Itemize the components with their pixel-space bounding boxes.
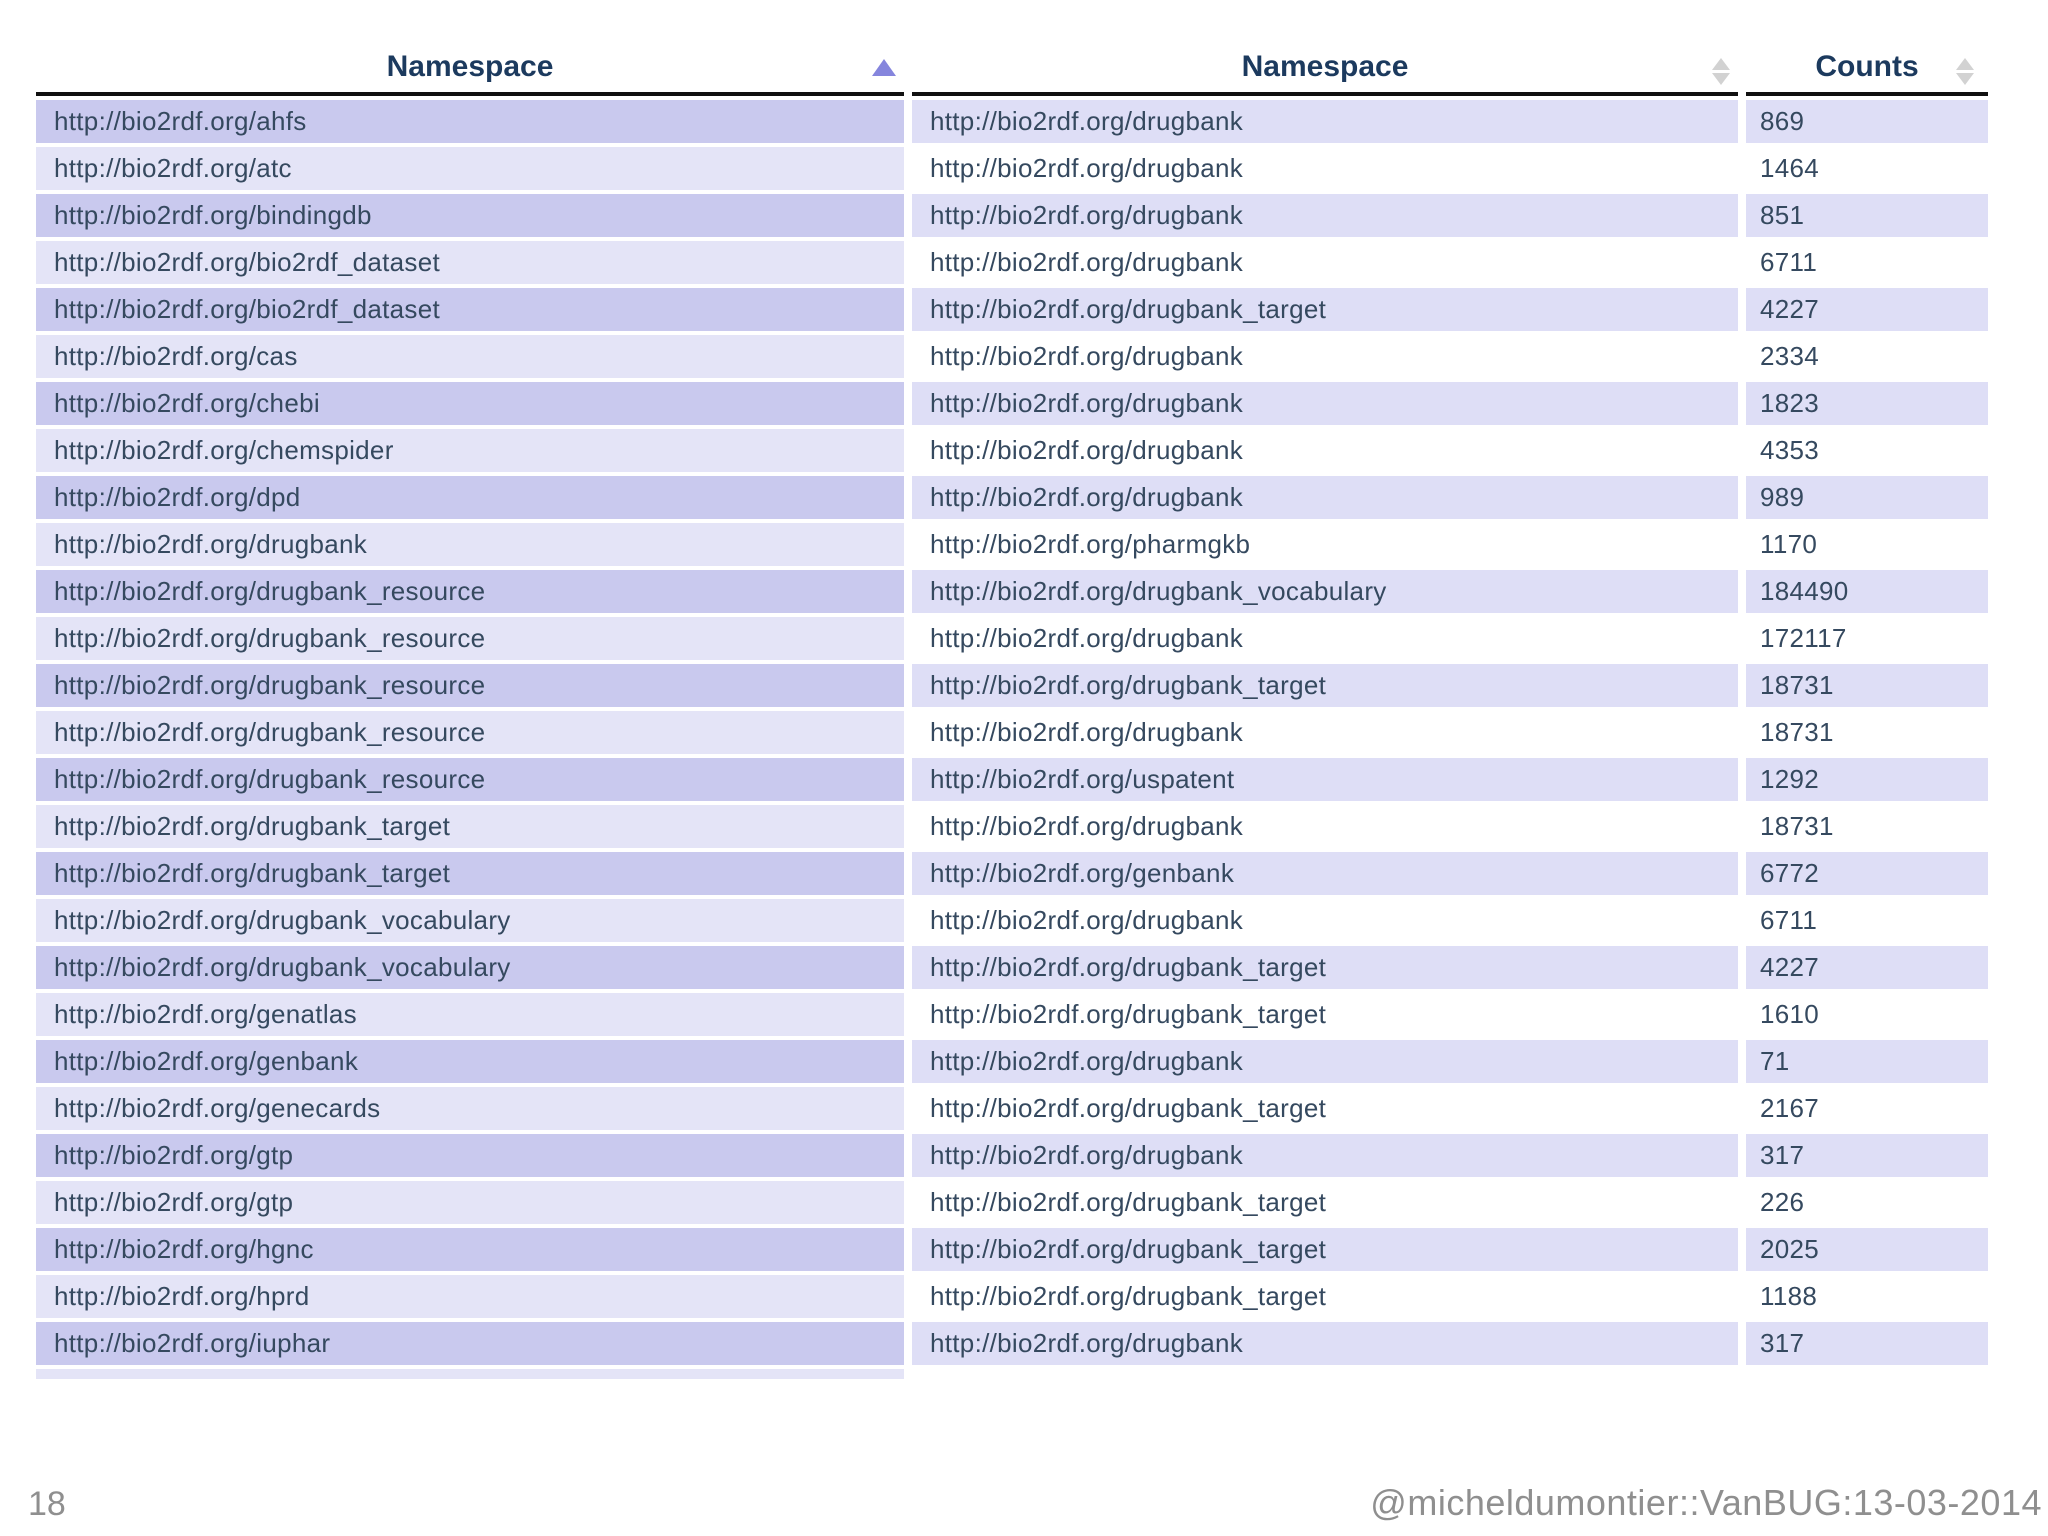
- namespace-cell-left: http://bio2rdf.org/gtp: [36, 1134, 904, 1177]
- count-cell: 6711: [1746, 241, 1988, 284]
- count-cell: 4227: [1746, 288, 1988, 331]
- namespace-cell-right: http://bio2rdf.org/drugbank: [912, 100, 1738, 143]
- count-cell: 1464: [1746, 147, 1988, 190]
- namespace-cell-left: http://bio2rdf.org/bindingdb: [36, 194, 904, 237]
- credit-handle: @micheldumontier::VanBUG:13-03-2014: [1370, 1482, 2042, 1523]
- count-cell: 317: [1746, 1134, 1988, 1177]
- count-cell: 6711: [1746, 899, 1988, 942]
- namespace-cell-right: http://bio2rdf.org/drugbank_vocabulary: [912, 570, 1738, 613]
- clipped-cell: [912, 1369, 1738, 1379]
- clipped-cell: [1746, 1369, 1988, 1379]
- namespace-cell-right: http://bio2rdf.org/drugbank: [912, 805, 1738, 848]
- namespace-cell-right: http://bio2rdf.org/drugbank_target: [912, 1181, 1738, 1224]
- namespace-cell-right: http://bio2rdf.org/drugbank: [912, 429, 1738, 472]
- namespace-cell-left: http://bio2rdf.org/ahfs: [36, 100, 904, 143]
- namespace-cell-right: http://bio2rdf.org/drugbank_target: [912, 288, 1738, 331]
- column-header-namespace-left[interactable]: Namespace: [36, 0, 904, 96]
- count-cell: 172117: [1746, 617, 1988, 660]
- count-cell: 71: [1746, 1040, 1988, 1083]
- namespace-cell-left: http://bio2rdf.org/chemspider: [36, 429, 904, 472]
- namespace-cell-right: http://bio2rdf.org/uspatent: [912, 758, 1738, 801]
- count-cell: 18731: [1746, 805, 1988, 848]
- namespace-cell-left: http://bio2rdf.org/drugbank_target: [36, 852, 904, 895]
- footer: 18 @micheldumontier::VanBUG:13-03-2014: [28, 1482, 2042, 1524]
- namespace-cell-right: http://bio2rdf.org/drugbank: [912, 1040, 1738, 1083]
- sort-unsorted-icon: [1956, 58, 1974, 85]
- count-cell: 317: [1746, 1322, 1988, 1365]
- namespace-cell-right: http://bio2rdf.org/drugbank_target: [912, 1228, 1738, 1271]
- count-cell: 989: [1746, 476, 1988, 519]
- namespace-cell-right: http://bio2rdf.org/drugbank: [912, 194, 1738, 237]
- namespace-cell-left: http://bio2rdf.org/chebi: [36, 382, 904, 425]
- count-cell: 1188: [1746, 1275, 1988, 1318]
- namespace-cell-left: http://bio2rdf.org/drugbank_resource: [36, 664, 904, 707]
- column-header-label: Namespace: [386, 50, 554, 83]
- count-cell: 18731: [1746, 711, 1988, 754]
- sort-unsorted-icon: [1712, 58, 1730, 85]
- sort-ascending-icon: [872, 59, 896, 76]
- namespace-cell-left: http://bio2rdf.org/drugbank_resource: [36, 617, 904, 660]
- page-number: 18: [28, 1485, 66, 1523]
- namespace-cell-left: http://bio2rdf.org/drugbank_resource: [36, 570, 904, 613]
- namespace-cell-right: http://bio2rdf.org/pharmgkb: [912, 523, 1738, 566]
- namespace-cell-left: http://bio2rdf.org/genecards: [36, 1087, 904, 1130]
- namespace-cell-right: http://bio2rdf.org/drugbank: [912, 899, 1738, 942]
- count-cell: 2025: [1746, 1228, 1988, 1271]
- namespace-cell-left: http://bio2rdf.org/hprd: [36, 1275, 904, 1318]
- namespace-cell-left: http://bio2rdf.org/genbank: [36, 1040, 904, 1083]
- namespace-cell-left: http://bio2rdf.org/drugbank_resource: [36, 758, 904, 801]
- clipped-cell: [36, 1369, 904, 1379]
- namespace-cell-right: http://bio2rdf.org/drugbank_target: [912, 946, 1738, 989]
- count-cell: 851: [1746, 194, 1988, 237]
- namespace-cell-right: http://bio2rdf.org/drugbank_target: [912, 1087, 1738, 1130]
- namespace-cell-right: http://bio2rdf.org/drugbank_target: [912, 993, 1738, 1036]
- namespace-cell-left: http://bio2rdf.org/genatlas: [36, 993, 904, 1036]
- namespace-cell-left: http://bio2rdf.org/gtp: [36, 1181, 904, 1224]
- count-cell: 18731: [1746, 664, 1988, 707]
- namespace-cell-left: http://bio2rdf.org/bio2rdf_dataset: [36, 288, 904, 331]
- namespace-cell-left: http://bio2rdf.org/drugbank_target: [36, 805, 904, 848]
- namespace-cell-right: http://bio2rdf.org/drugbank: [912, 241, 1738, 284]
- namespace-cell-right: http://bio2rdf.org/drugbank_target: [912, 664, 1738, 707]
- count-cell: 184490: [1746, 570, 1988, 613]
- namespace-cell-right: http://bio2rdf.org/drugbank: [912, 382, 1738, 425]
- namespace-cell-left: http://bio2rdf.org/dpd: [36, 476, 904, 519]
- namespace-cell-left: http://bio2rdf.org/cas: [36, 335, 904, 378]
- count-cell: 4227: [1746, 946, 1988, 989]
- namespace-cell-left: http://bio2rdf.org/drugbank_resource: [36, 711, 904, 754]
- namespace-cell-right: http://bio2rdf.org/drugbank: [912, 711, 1738, 754]
- namespace-cell-right: http://bio2rdf.org/drugbank: [912, 1134, 1738, 1177]
- count-cell: 4353: [1746, 429, 1988, 472]
- count-cell: 6772: [1746, 852, 1988, 895]
- namespace-cell-right: http://bio2rdf.org/drugbank: [912, 1322, 1738, 1365]
- namespace-cell-left: http://bio2rdf.org/drugbank_vocabulary: [36, 946, 904, 989]
- count-cell: 2334: [1746, 335, 1988, 378]
- namespace-cell-right: http://bio2rdf.org/drugbank: [912, 617, 1738, 660]
- namespace-cell-left: http://bio2rdf.org/drugbank: [36, 523, 904, 566]
- namespace-cell-right: http://bio2rdf.org/genbank: [912, 852, 1738, 895]
- namespace-cell-left: http://bio2rdf.org/bio2rdf_dataset: [36, 241, 904, 284]
- count-cell: 2167: [1746, 1087, 1988, 1130]
- namespace-cell-left: http://bio2rdf.org/atc: [36, 147, 904, 190]
- count-cell: 1610: [1746, 993, 1988, 1036]
- count-cell: 869: [1746, 100, 1988, 143]
- namespace-cell-right: http://bio2rdf.org/drugbank: [912, 335, 1738, 378]
- namespace-counts-table: Namespace Namespace Counts http://bio2rd…: [36, 0, 1988, 1412]
- count-cell: 1170: [1746, 523, 1988, 566]
- column-header-counts[interactable]: Counts: [1746, 0, 1988, 96]
- namespace-cell-right: http://bio2rdf.org/drugbank: [912, 147, 1738, 190]
- count-cell: 1292: [1746, 758, 1988, 801]
- namespace-cell-right: http://bio2rdf.org/drugbank: [912, 476, 1738, 519]
- column-header-namespace-right[interactable]: Namespace: [912, 0, 1738, 96]
- column-header-label: Namespace: [1241, 50, 1409, 83]
- namespace-cell-left: http://bio2rdf.org/iuphar: [36, 1322, 904, 1365]
- column-header-label: Counts: [1815, 50, 1919, 83]
- count-cell: 226: [1746, 1181, 1988, 1224]
- namespace-cell-right: http://bio2rdf.org/drugbank_target: [912, 1275, 1738, 1318]
- count-cell: 1823: [1746, 382, 1988, 425]
- namespace-cell-left: http://bio2rdf.org/drugbank_vocabulary: [36, 899, 904, 942]
- namespace-cell-left: http://bio2rdf.org/hgnc: [36, 1228, 904, 1271]
